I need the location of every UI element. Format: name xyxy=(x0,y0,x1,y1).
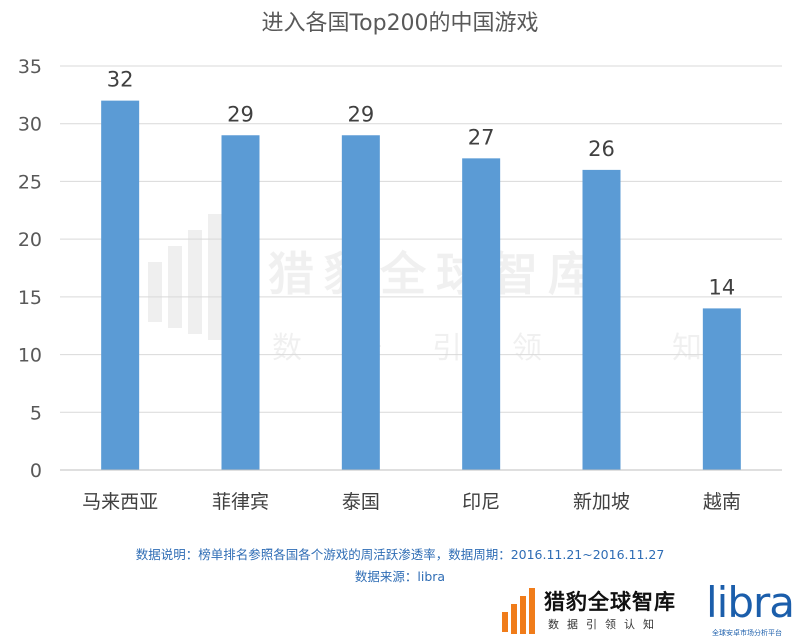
watermark-logo-icon xyxy=(148,214,222,340)
category-label: 越南 xyxy=(703,491,741,513)
category-label: 泰国 xyxy=(342,491,380,513)
data-note: 数据说明：榜单排名参照各国各个游戏的周活跃渗透率，数据周期：2016.11.21… xyxy=(135,547,665,562)
data-label: 27 xyxy=(468,125,495,149)
y-tick-label: 5 xyxy=(30,402,42,424)
data-label: 14 xyxy=(708,275,735,299)
watermark-char: 数 xyxy=(272,331,302,366)
bar xyxy=(702,308,741,470)
bar xyxy=(221,135,260,470)
category-label: 菲律宾 xyxy=(212,491,269,513)
brand-footer: 猎豹全球智库 数据引领认知 libra 全球安卓市场分析平台 xyxy=(500,578,800,642)
category-label: 马来西亚 xyxy=(82,491,158,513)
y-tick-label: 10 xyxy=(18,345,42,367)
y-tick-label: 20 xyxy=(18,229,42,251)
y-tick-label: 25 xyxy=(18,171,42,193)
y-tick-label: 0 xyxy=(30,460,42,482)
brand-name: 猎豹全球智库 xyxy=(544,590,676,614)
y-tick-label: 35 xyxy=(18,56,42,78)
data-source: 数据来源：libra xyxy=(354,569,446,584)
category-label: 新加坡 xyxy=(573,491,630,513)
watermark-title: 猎豹全球智库 xyxy=(268,247,604,301)
y-tick-label: 15 xyxy=(18,287,42,309)
bar-chart: 进入各国Top200的中国游戏 猎豹全球智库 数据引领认知 0510152025… xyxy=(18,11,782,513)
bar xyxy=(341,135,380,470)
chart-title: 进入各国Top200的中国游戏 xyxy=(261,11,538,36)
category-label: 印尼 xyxy=(462,491,500,513)
y-tick-label: 30 xyxy=(18,114,42,136)
data-label: 32 xyxy=(107,68,134,92)
cheetah-logo-icon xyxy=(502,588,535,634)
watermark-char: 引 xyxy=(432,331,462,366)
watermark-char: 知 xyxy=(672,331,702,366)
data-label: 29 xyxy=(227,102,254,126)
bar xyxy=(101,100,140,470)
data-label: 26 xyxy=(588,137,615,161)
libra-tagline: 全球安卓市场分析平台 xyxy=(712,629,782,637)
bar xyxy=(462,158,501,471)
watermark-char: 领 xyxy=(512,331,542,366)
brand-tagline: 数据引领认知 xyxy=(548,618,662,631)
libra-logo: libra xyxy=(706,578,795,627)
data-label: 29 xyxy=(347,102,374,126)
bar xyxy=(582,169,621,470)
